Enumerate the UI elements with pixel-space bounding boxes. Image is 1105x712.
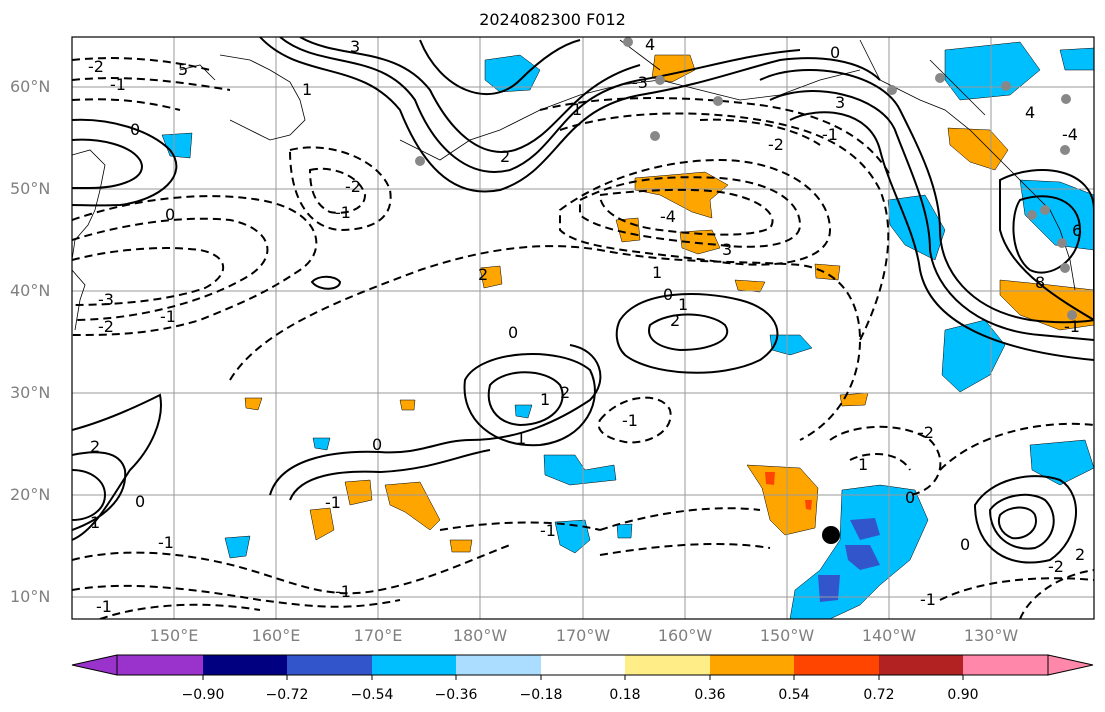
contour-label: 2 xyxy=(1075,545,1085,564)
contour-label: -1 xyxy=(1064,317,1080,336)
coastlines xyxy=(72,39,1076,331)
colorbar-label: 0.54 xyxy=(778,687,810,703)
contour-label: 0 xyxy=(130,120,140,139)
contour-label: 2 xyxy=(90,437,100,456)
lon-label: 170°E xyxy=(353,626,403,645)
lon-label: 140°W xyxy=(861,626,917,645)
contour-label: 2 xyxy=(500,147,510,166)
contour-label: 1 xyxy=(678,295,688,314)
contour-label: 1 xyxy=(516,429,526,448)
colorbar-label: 0.90 xyxy=(947,687,979,703)
shaded-strong-positive xyxy=(765,472,812,510)
map-title: 2024082300 F012 xyxy=(479,10,626,29)
lon-label: 170°W xyxy=(555,626,611,645)
contour-label: 0 xyxy=(905,488,915,507)
contour-label: 2 xyxy=(670,311,680,330)
contour-label: -2 xyxy=(918,423,934,442)
contour-label: 6 xyxy=(1072,221,1082,240)
lon-label: 160°W xyxy=(657,626,713,645)
contour-label: -3 xyxy=(98,290,114,309)
lat-label: 10°N xyxy=(10,587,51,606)
contour-label: -1 xyxy=(335,582,351,601)
contour-label: 4 xyxy=(1025,103,1035,122)
colorbar-label: 0.18 xyxy=(609,687,641,703)
colorbar-label: 0.36 xyxy=(694,687,726,703)
lon-label: 150°W xyxy=(759,626,815,645)
contour-label: 3 xyxy=(350,37,360,56)
contour-label: -1 xyxy=(160,307,176,326)
contour-label: -1 xyxy=(822,125,838,144)
contour-label: 2 xyxy=(560,383,570,402)
contour-labels: -2 -1 0 3 4 5 1 0 -3 -2 -1 0 1 2 -2 -1 -… xyxy=(88,35,1085,616)
lat-label: 30°N xyxy=(10,383,51,402)
contour-label: 2 xyxy=(478,265,488,284)
contour-label: 8 xyxy=(1035,273,1045,292)
contour-label: 1 xyxy=(652,263,662,282)
contour-label: -2 xyxy=(88,57,104,76)
lon-label: 180°W xyxy=(452,626,508,645)
contour-label: -2 xyxy=(98,317,114,336)
colorbar-label: −0.90 xyxy=(181,687,225,703)
contour-label: -1 xyxy=(96,597,112,616)
colorbar-label: −0.18 xyxy=(519,687,563,703)
station-markers xyxy=(415,37,1077,320)
contour-label: -1 xyxy=(335,203,351,222)
shaded-strong-negative xyxy=(818,518,880,602)
contour-label: 5 xyxy=(178,60,188,79)
contour-label: -2 xyxy=(768,135,784,154)
contour-label: -1 xyxy=(110,75,126,94)
contour-label: 1 xyxy=(572,100,582,119)
contour-label: 4 xyxy=(645,35,655,54)
lat-label: 20°N xyxy=(10,485,51,504)
storm-marker xyxy=(822,526,840,544)
lat-label: 50°N xyxy=(10,179,51,198)
contour-label: 1 xyxy=(540,390,550,409)
contour-label: -2 xyxy=(1048,557,1064,576)
contour-label: 0 xyxy=(135,492,145,511)
dashed-contours xyxy=(72,57,1094,619)
contour-label: -1 xyxy=(622,411,638,430)
contour-label: -2 xyxy=(345,177,361,196)
contour-label: 0 xyxy=(165,205,175,224)
colorbar-label: 0.72 xyxy=(863,687,895,703)
lon-label: 160°E xyxy=(251,626,301,645)
lon-label: 150°E xyxy=(149,626,199,645)
contour-label: -4 xyxy=(660,207,676,226)
colorbar-label: −0.36 xyxy=(434,687,478,703)
contour-label: -1 xyxy=(920,590,936,609)
contour-label: -1 xyxy=(325,493,341,512)
contour-label: 3 xyxy=(722,240,732,259)
contour-label: -3 xyxy=(632,73,648,92)
contour-label: 3 xyxy=(835,93,845,112)
contour-label: 1 xyxy=(858,455,868,474)
contour-label: 1 xyxy=(90,513,100,532)
solid-contours xyxy=(72,37,1094,564)
contour-label: 0 xyxy=(663,285,673,304)
contour-label: -1 xyxy=(540,521,556,540)
contour-label: 0 xyxy=(830,43,840,62)
lat-label: 60°N xyxy=(10,77,51,96)
colorbar-label: −0.72 xyxy=(265,687,309,703)
contour-label: -1 xyxy=(158,533,174,552)
map-frame xyxy=(71,36,1095,620)
contour-label: 0 xyxy=(960,535,970,554)
contour-label: -4 xyxy=(1062,125,1078,144)
colorbar-label: −0.54 xyxy=(350,687,394,703)
contour-label: 0 xyxy=(372,435,382,454)
colorbar xyxy=(71,654,1094,680)
lon-label: 130°W xyxy=(963,626,1019,645)
lat-label: 40°N xyxy=(10,281,51,300)
shaded-positive-regions xyxy=(244,54,1094,553)
contour-label: 1 xyxy=(302,80,312,99)
contour-label: 0 xyxy=(508,323,518,342)
